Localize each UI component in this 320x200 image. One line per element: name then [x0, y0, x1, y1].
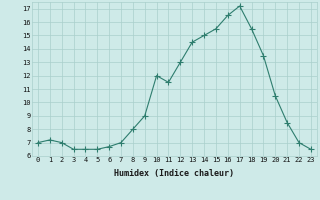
X-axis label: Humidex (Indice chaleur): Humidex (Indice chaleur) [115, 169, 234, 178]
